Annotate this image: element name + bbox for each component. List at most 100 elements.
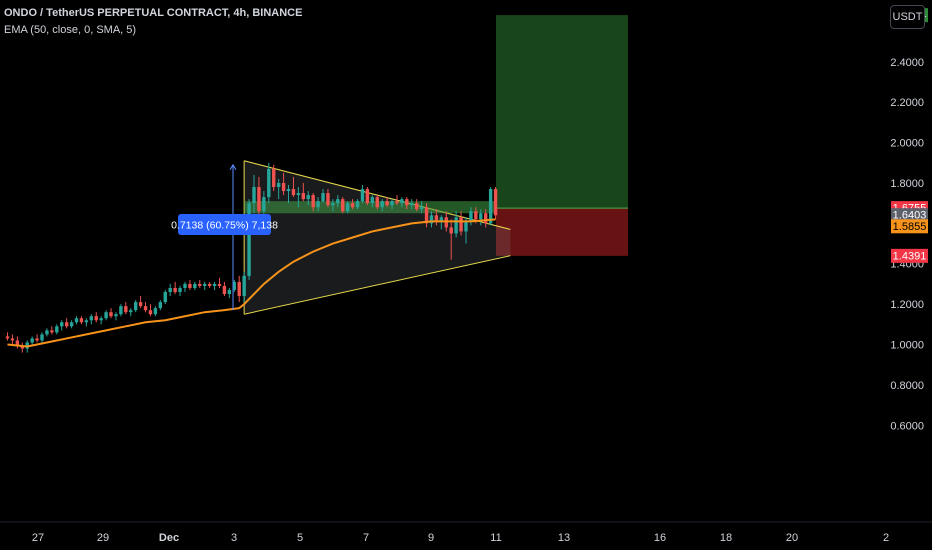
price-label-bg [891, 248, 928, 263]
candle-body [168, 287, 172, 293]
candle-body [188, 283, 192, 288]
y-tick-label: 0.8000 [890, 380, 924, 392]
candle-body [89, 316, 94, 321]
candle-body [296, 193, 301, 196]
price-label-bg [891, 219, 928, 234]
take-profit-zone [496, 15, 628, 209]
candle-body [20, 346, 24, 349]
y-tick-label: 2.4000 [890, 57, 924, 69]
candle-body [183, 283, 187, 288]
x-tick-label: Dec [159, 532, 179, 544]
x-tick-label: 3 [231, 532, 237, 544]
candle-body [163, 292, 167, 303]
candle-body [30, 338, 34, 343]
candle-body [232, 281, 236, 290]
candle-body [173, 287, 177, 293]
candle-body [129, 310, 133, 313]
candle-body [390, 201, 394, 206]
candle-body [178, 287, 182, 293]
candle-body [227, 289, 232, 295]
x-tick-label: 13 [558, 532, 570, 544]
candle-body [50, 330, 54, 333]
support-band [244, 201, 496, 214]
candle-body [114, 314, 118, 317]
candle-body [5, 336, 10, 339]
candle-body [104, 312, 108, 319]
candle-body [276, 182, 281, 188]
ema-line [7, 218, 496, 348]
candle-body [124, 306, 128, 313]
x-tick-label: 7 [363, 532, 369, 544]
y-tick-label: 1.8000 [890, 178, 924, 190]
candle-body [60, 322, 64, 327]
measure-label: 0.7138 (60.75%) 7,138 [171, 220, 278, 232]
candle-body [331, 203, 335, 206]
candle-body [355, 201, 360, 208]
x-tick-label: 9 [428, 532, 434, 544]
x-tick-label: 2 [883, 532, 889, 544]
measure-label-box [178, 214, 271, 235]
price-label: 1.6403 [893, 210, 927, 222]
candle-body [395, 201, 399, 204]
x-tick-label: 5 [297, 532, 303, 544]
price-label: 1.5855 [893, 221, 927, 233]
candle-body [311, 195, 315, 208]
candle-body [222, 285, 227, 295]
candle-body [94, 316, 98, 321]
candle-body [360, 189, 365, 202]
candle-body [257, 187, 261, 212]
candle-body [291, 189, 296, 196]
candle-body [439, 217, 444, 222]
y-tick-label: 2.2000 [890, 97, 924, 109]
candle-body [64, 322, 69, 327]
candle-body [69, 322, 74, 327]
measure-arrow [229, 163, 237, 171]
candle-body [203, 283, 207, 286]
candle-body [375, 197, 379, 208]
candle-body [247, 203, 251, 276]
channel-lower-line [244, 255, 511, 315]
candle-body [326, 193, 330, 206]
candle-body [434, 215, 439, 222]
currency-button[interactable]: USDT [890, 5, 925, 29]
price-label: 1.4391 [893, 250, 927, 262]
candle-body [380, 201, 384, 208]
candle-body [454, 217, 458, 234]
candle-body [469, 211, 473, 222]
candle-body [444, 217, 448, 228]
candle-body [242, 275, 246, 297]
candle-body [464, 221, 468, 232]
candle-body [148, 310, 153, 315]
candle-body [212, 283, 217, 286]
candle-body [410, 203, 414, 206]
x-tick-label: 27 [32, 532, 44, 544]
candle-body [350, 203, 355, 208]
candle-body [109, 312, 113, 317]
candle-body [119, 306, 123, 315]
candle-body [99, 318, 103, 321]
candle-body [237, 281, 241, 297]
ema-indicator-legend[interactable]: EMA (50, close, 0, SMA, 5) [4, 24, 137, 36]
x-tick-label: 16 [654, 532, 666, 544]
candle-body [207, 283, 212, 286]
candle-body [479, 213, 483, 220]
candle-body [252, 187, 256, 204]
candle-body [198, 283, 202, 286]
candle-body [55, 326, 59, 333]
candle-body [153, 308, 158, 315]
candle-body [10, 338, 15, 341]
candle-body [138, 302, 143, 307]
y-tick-label: 1.2000 [890, 299, 924, 311]
candle-body [15, 340, 20, 347]
candle-body [493, 189, 498, 216]
candle-body [449, 227, 453, 234]
candle-body [79, 318, 84, 323]
candle-body [286, 189, 291, 192]
y-tick-label: 0.6000 [890, 420, 924, 432]
candle-body [35, 338, 39, 341]
candle-body [272, 168, 276, 188]
candle-body [316, 201, 320, 208]
x-tick-label: 29 [97, 532, 109, 544]
